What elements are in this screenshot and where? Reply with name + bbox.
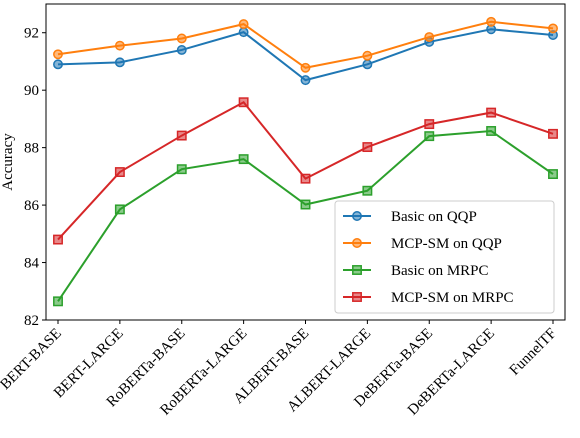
data-point bbox=[114, 204, 125, 215]
data-point bbox=[176, 164, 187, 175]
data-point bbox=[176, 33, 187, 44]
data-point bbox=[300, 75, 311, 86]
series-3 bbox=[53, 126, 558, 307]
legend-item: Basic on QQP bbox=[343, 209, 477, 225]
legend-item: MCP-SM on MRPC bbox=[343, 290, 514, 306]
data-point bbox=[486, 16, 497, 27]
legend-label: Basic on QQP bbox=[391, 209, 477, 225]
y-tick-label: 92 bbox=[24, 26, 39, 42]
data-point bbox=[424, 119, 435, 130]
data-point bbox=[548, 23, 558, 34]
legend-marker bbox=[352, 292, 362, 302]
data-point bbox=[238, 19, 249, 30]
legend-item: MCP-SM on QQP bbox=[343, 236, 502, 252]
data-point bbox=[548, 128, 558, 139]
y-axis-ticks: 82 84 86 88 90 92 bbox=[24, 26, 46, 329]
series-1 bbox=[53, 24, 558, 86]
data-point bbox=[486, 126, 497, 136]
legend-box bbox=[334, 200, 555, 314]
legend-label: MCP-SM on QQP bbox=[391, 236, 502, 252]
data-point bbox=[176, 130, 187, 141]
y-tick-label: 82 bbox=[24, 313, 39, 329]
legend-marker bbox=[352, 238, 362, 248]
series-2 bbox=[53, 16, 558, 73]
series-layer bbox=[53, 16, 558, 307]
data-point bbox=[53, 59, 63, 70]
y-tick-label: 84 bbox=[24, 256, 40, 272]
data-point bbox=[238, 154, 249, 165]
legend-marker bbox=[352, 265, 362, 275]
data-point bbox=[362, 142, 373, 153]
plot-frame bbox=[45, 3, 566, 321]
series-line bbox=[57, 20, 554, 69]
data-point bbox=[300, 62, 311, 73]
data-point bbox=[362, 50, 373, 61]
data-point bbox=[53, 296, 63, 307]
y-tick-label: 88 bbox=[24, 141, 39, 157]
y-axis-label: Accuracy bbox=[0, 133, 16, 191]
data-point bbox=[300, 199, 311, 210]
data-point bbox=[424, 131, 435, 142]
data-point bbox=[362, 59, 373, 70]
data-point bbox=[548, 169, 558, 180]
x-axis-ticks: BERT-BASEBERT-LARGERoBERTa-BASERoBERTa-L… bbox=[0, 320, 560, 419]
data-point bbox=[238, 97, 249, 108]
data-point bbox=[114, 167, 125, 178]
data-point bbox=[300, 173, 311, 184]
data-point bbox=[424, 32, 435, 42]
x-tick-label: BERT-BASE bbox=[0, 326, 65, 393]
y-tick-label: 86 bbox=[24, 198, 40, 214]
data-point bbox=[114, 40, 125, 51]
data-point bbox=[486, 107, 497, 118]
series-4 bbox=[53, 97, 558, 245]
legend: Basic on QQP MCP-SM on QQP Basic on MRPC MC… bbox=[334, 200, 555, 314]
data-point bbox=[53, 49, 63, 60]
data-point bbox=[238, 27, 249, 38]
y-tick-label: 90 bbox=[24, 83, 39, 99]
data-point bbox=[114, 57, 125, 68]
data-point bbox=[176, 45, 187, 55]
legend-marker bbox=[352, 211, 362, 221]
data-point bbox=[53, 234, 63, 245]
legend-label: Basic on MRPC bbox=[391, 263, 489, 279]
legend-item: Basic on MRPC bbox=[343, 263, 489, 279]
x-tick-label: FunnelTF bbox=[507, 326, 560, 379]
data-point bbox=[362, 185, 373, 196]
legend-label: MCP-SM on MRPC bbox=[391, 290, 514, 306]
